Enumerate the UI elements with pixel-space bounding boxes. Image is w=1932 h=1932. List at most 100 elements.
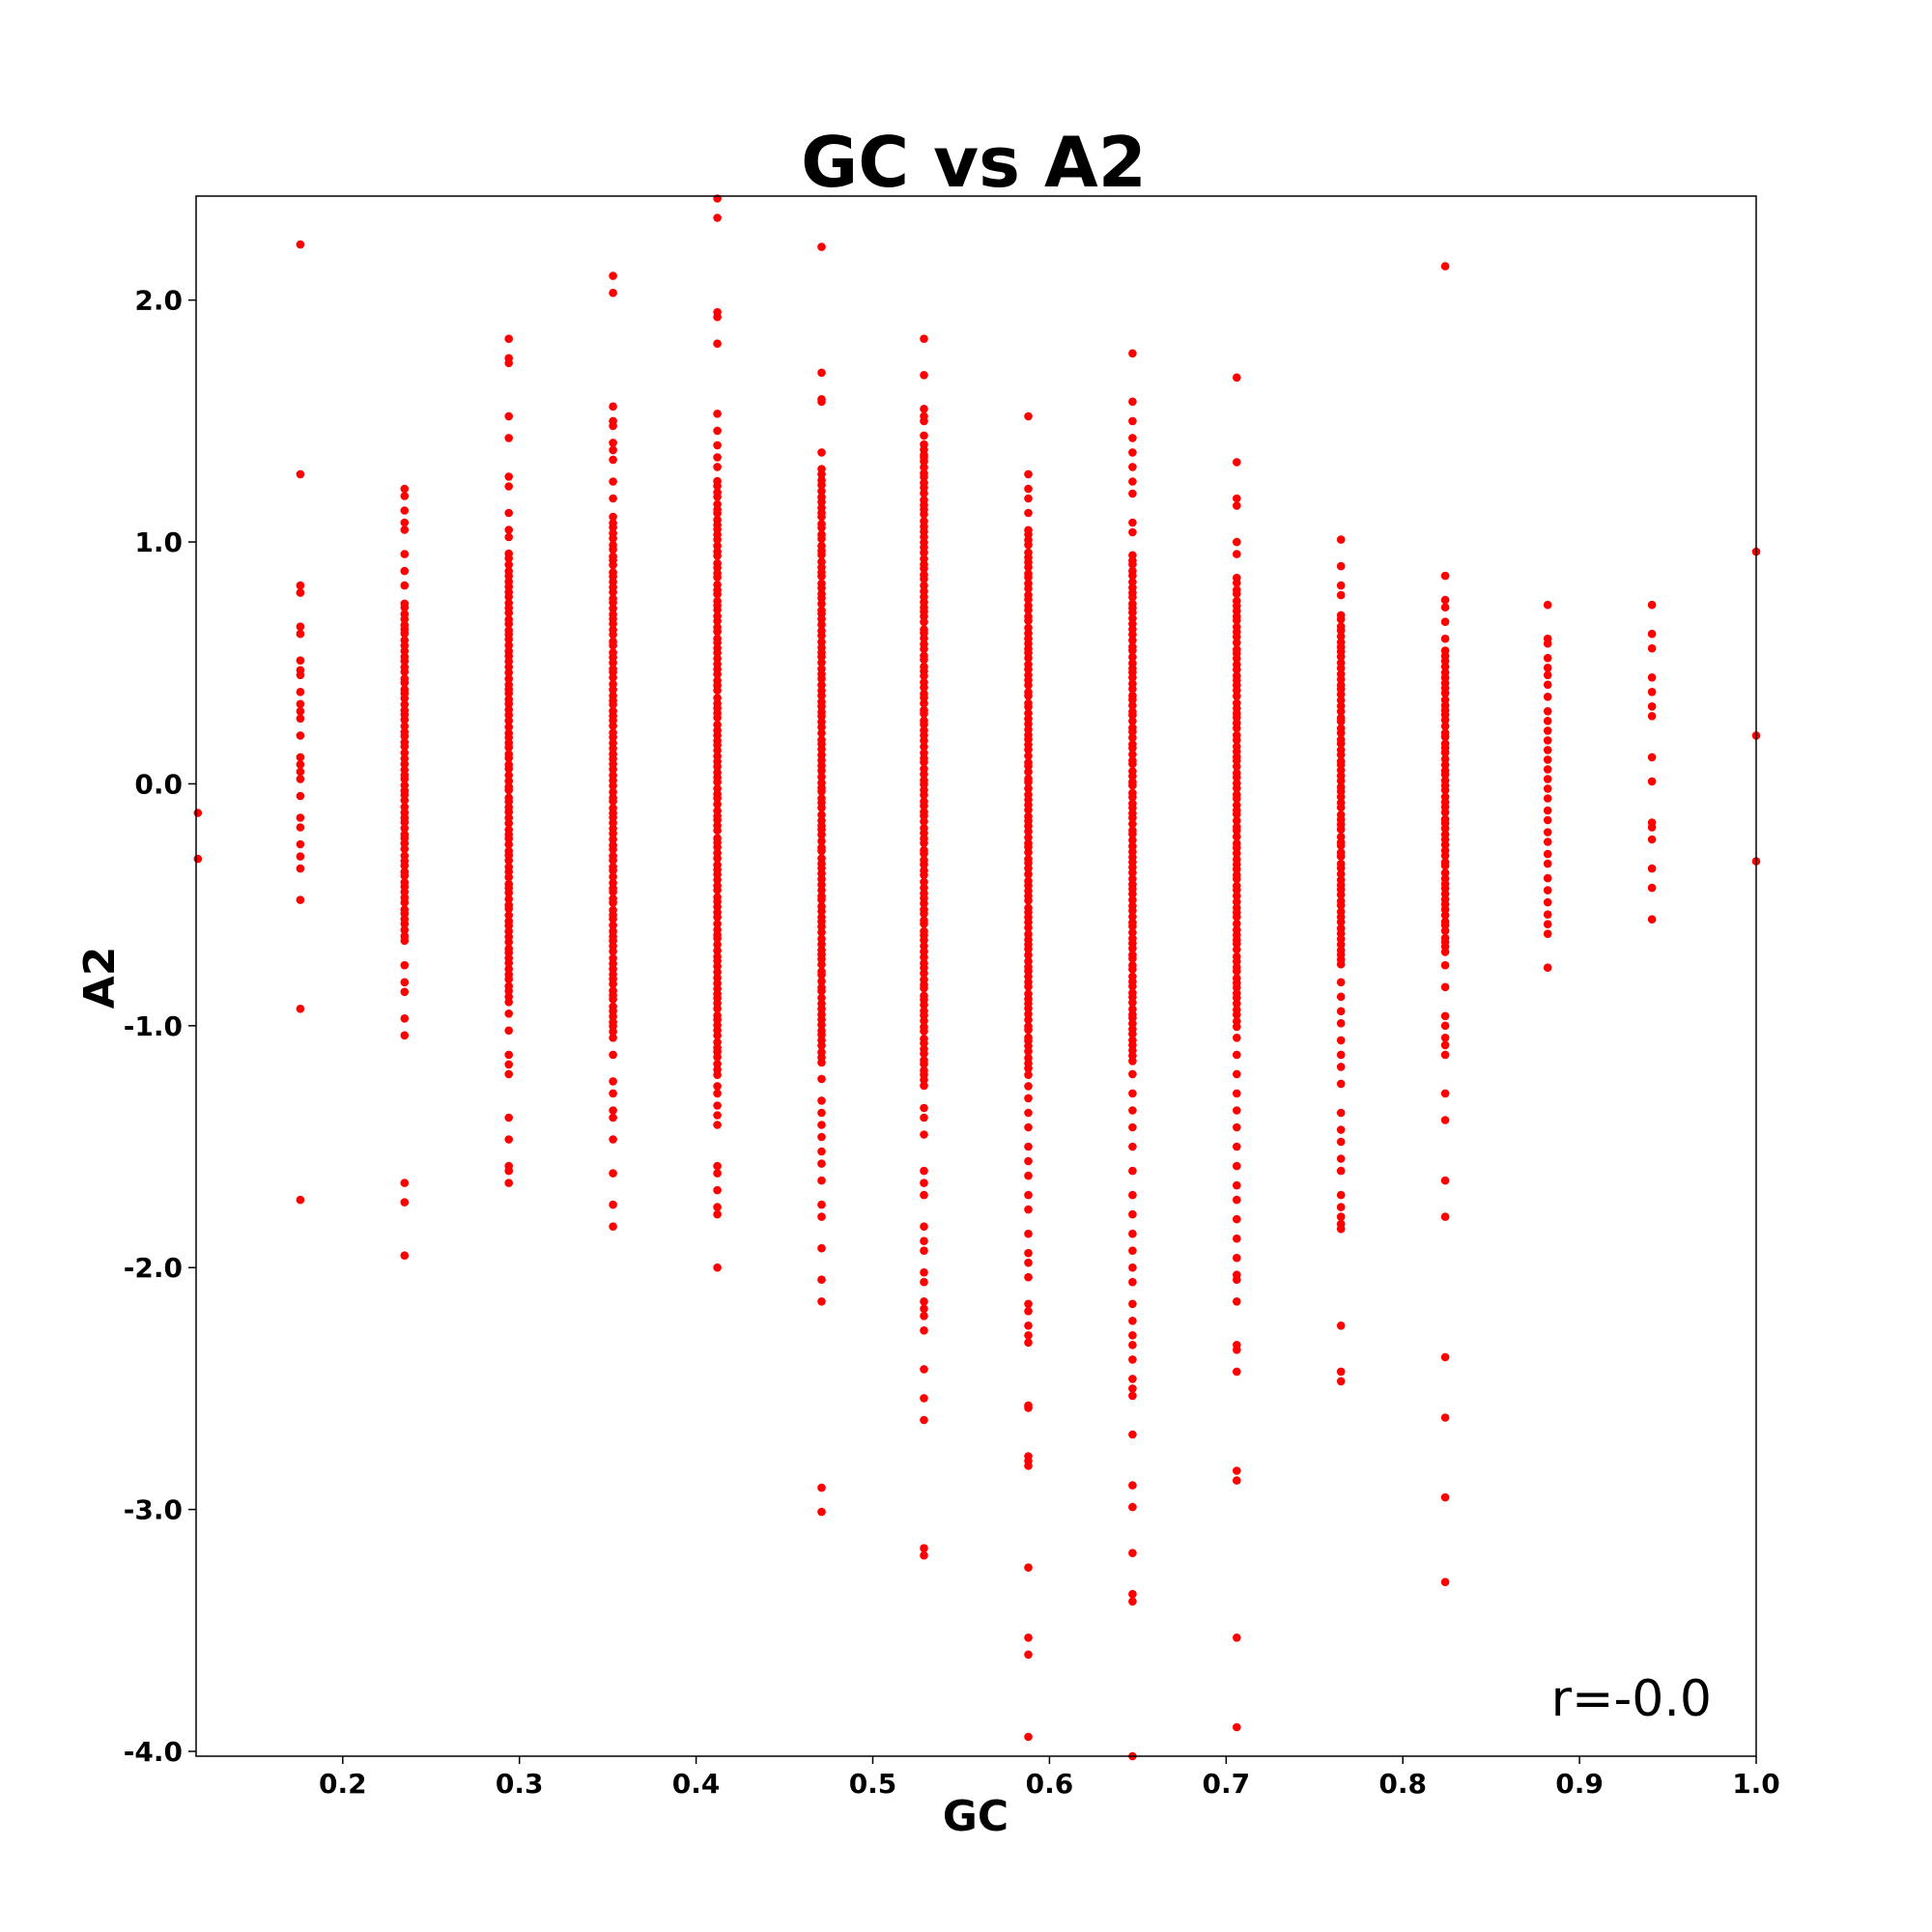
scatter-point	[920, 975, 928, 984]
scatter-point	[817, 397, 826, 407]
scatter-point	[817, 680, 826, 690]
scatter-point	[296, 791, 305, 801]
scatter-point	[296, 629, 305, 639]
scatter-point	[400, 824, 410, 833]
scatter-point	[504, 567, 513, 576]
scatter-point	[1128, 740, 1137, 749]
scatter-point	[1024, 833, 1033, 842]
scatter-point	[1440, 728, 1450, 738]
scatter-point	[1647, 688, 1657, 696]
scatter-point	[1024, 494, 1033, 503]
scatter-point	[296, 688, 305, 696]
scatter-point	[1233, 832, 1241, 841]
scatter-point	[713, 476, 722, 486]
scatter-point	[504, 813, 513, 822]
scatter-point	[1543, 717, 1552, 725]
scatter-point	[1336, 1079, 1346, 1089]
scatter-point	[817, 589, 826, 598]
scatter-point	[1024, 579, 1033, 588]
x-axis-ticks: 0.2 0.3 0.4 0.5 0.6 0.7 0.8 0.9 1.0	[319, 1756, 1780, 1800]
scatter-point	[1024, 1070, 1033, 1079]
scatter-point	[1233, 1722, 1241, 1732]
scatter-point	[817, 520, 826, 528]
scatter-point	[1128, 578, 1137, 586]
scatter-point	[1128, 1502, 1137, 1512]
scatter-point	[1440, 874, 1450, 883]
y-tick-label: -4.0	[124, 1736, 183, 1768]
scatter-point	[1024, 469, 1033, 479]
scatter-point	[1233, 1214, 1241, 1224]
scatter-point	[1440, 858, 1450, 867]
scatter-point	[1336, 978, 1346, 987]
scatter-point	[1128, 1375, 1137, 1383]
scatter-point	[817, 837, 826, 845]
scatter-point	[1233, 1089, 1241, 1098]
scatter-point	[1233, 585, 1241, 594]
scatter-point	[1233, 952, 1241, 961]
scatter-point	[504, 839, 513, 849]
scatter-point	[817, 665, 826, 673]
chart-title: GC vs A2	[801, 122, 1147, 203]
scatter-point	[504, 1026, 513, 1036]
scatter-point	[1233, 671, 1241, 680]
scatter-point	[504, 992, 513, 1002]
scatter-point	[817, 735, 826, 745]
scatter-point	[1128, 1019, 1137, 1028]
scatter-point	[296, 864, 305, 873]
scatter-point	[920, 1103, 928, 1113]
scatter-point	[400, 905, 410, 914]
scatter-point	[1440, 603, 1450, 611]
scatter-point	[1543, 653, 1552, 663]
scatter-point	[504, 771, 513, 780]
scatter-point	[400, 1179, 410, 1187]
scatter-point	[920, 1394, 928, 1403]
scatter-point	[1440, 1050, 1450, 1060]
scatter-point	[1128, 642, 1137, 651]
scatter-point	[817, 1108, 826, 1118]
scatter-point	[713, 1121, 722, 1129]
scatter-point	[1128, 841, 1137, 851]
scatter-point	[504, 434, 513, 442]
scatter-point	[1440, 982, 1450, 992]
scatter-point	[504, 911, 513, 920]
scatter-point	[1024, 929, 1033, 939]
scatter-point	[713, 1111, 722, 1120]
scatter-point	[1336, 833, 1346, 841]
scatter-point	[920, 1007, 928, 1015]
scatter-point	[920, 334, 928, 344]
scatter-point	[1440, 917, 1450, 926]
scatter-point	[504, 1050, 513, 1060]
scatter-point	[504, 760, 513, 769]
y-tick-label: 2.0	[134, 285, 183, 317]
scatter-point	[1336, 622, 1346, 631]
scatter-point	[817, 1048, 826, 1057]
scatter-point	[1336, 1321, 1346, 1330]
scatter-point	[504, 1179, 513, 1187]
scatter-point	[1233, 1253, 1241, 1263]
scatter-point	[1233, 537, 1241, 547]
scatter-point	[1128, 416, 1137, 426]
scatter-point	[400, 754, 410, 763]
scatter-point	[1440, 696, 1450, 704]
scatter-point	[609, 706, 617, 716]
scatter-point	[1543, 859, 1552, 868]
scatter-point	[504, 472, 513, 481]
scatter-point	[920, 625, 928, 634]
scatter-point	[400, 1014, 410, 1023]
x-tick-label: 0.7	[1202, 1768, 1250, 1800]
scatter-point	[609, 1002, 617, 1011]
scatter-point	[296, 775, 305, 783]
scatter-point	[1543, 707, 1552, 716]
scatter-point	[817, 242, 826, 251]
scatter-point	[1128, 934, 1137, 943]
scatter-point	[1543, 693, 1552, 701]
scatter-point	[817, 718, 826, 726]
scatter-point	[1024, 660, 1033, 669]
scatter-point	[504, 1113, 513, 1122]
scatter-point	[817, 902, 826, 911]
scatter-point	[1128, 951, 1137, 959]
scatter-point	[1024, 752, 1033, 760]
scatter-point	[1024, 601, 1033, 611]
scatter-point	[1543, 806, 1552, 815]
scatter-point	[1024, 1082, 1033, 1091]
